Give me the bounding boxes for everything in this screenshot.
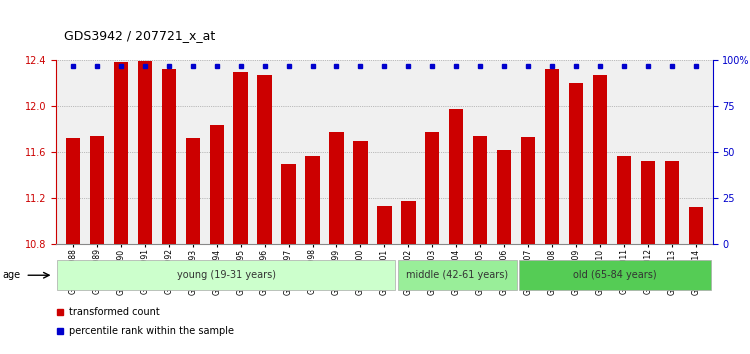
Bar (58, 260, 395, 290)
Text: percentile rank within the sample: percentile rank within the sample (69, 326, 234, 336)
Bar (544, 69, 560, 354)
Text: old (65-84 years): old (65-84 years) (574, 270, 657, 280)
Bar (497, 150, 512, 354)
Text: GDS3942 / 207721_x_at: GDS3942 / 207721_x_at (64, 29, 215, 42)
Bar (592, 75, 607, 354)
Bar (281, 164, 296, 354)
Text: young (19-31 years): young (19-31 years) (177, 270, 276, 280)
Bar (209, 125, 224, 354)
Bar (257, 75, 272, 354)
Bar (233, 72, 248, 354)
Bar (185, 138, 200, 354)
Bar (90, 136, 104, 354)
Bar (138, 61, 152, 354)
Bar (568, 83, 584, 354)
Text: age: age (3, 270, 21, 280)
Bar (640, 161, 655, 354)
Bar (401, 201, 416, 354)
Bar (688, 207, 703, 354)
Bar (162, 69, 176, 354)
Bar (473, 136, 488, 354)
Bar (664, 161, 679, 354)
Bar (449, 109, 464, 354)
Bar (425, 132, 439, 354)
Bar (329, 132, 344, 354)
Text: middle (42-61 years): middle (42-61 years) (406, 270, 508, 280)
Text: transformed count: transformed count (69, 307, 160, 318)
Bar (521, 137, 536, 354)
Bar (519, 260, 711, 290)
Bar (398, 260, 517, 290)
Bar (353, 141, 368, 354)
Bar (305, 156, 320, 354)
Bar (66, 138, 80, 354)
Bar (377, 206, 392, 354)
Bar (114, 62, 128, 354)
Bar (616, 156, 631, 354)
